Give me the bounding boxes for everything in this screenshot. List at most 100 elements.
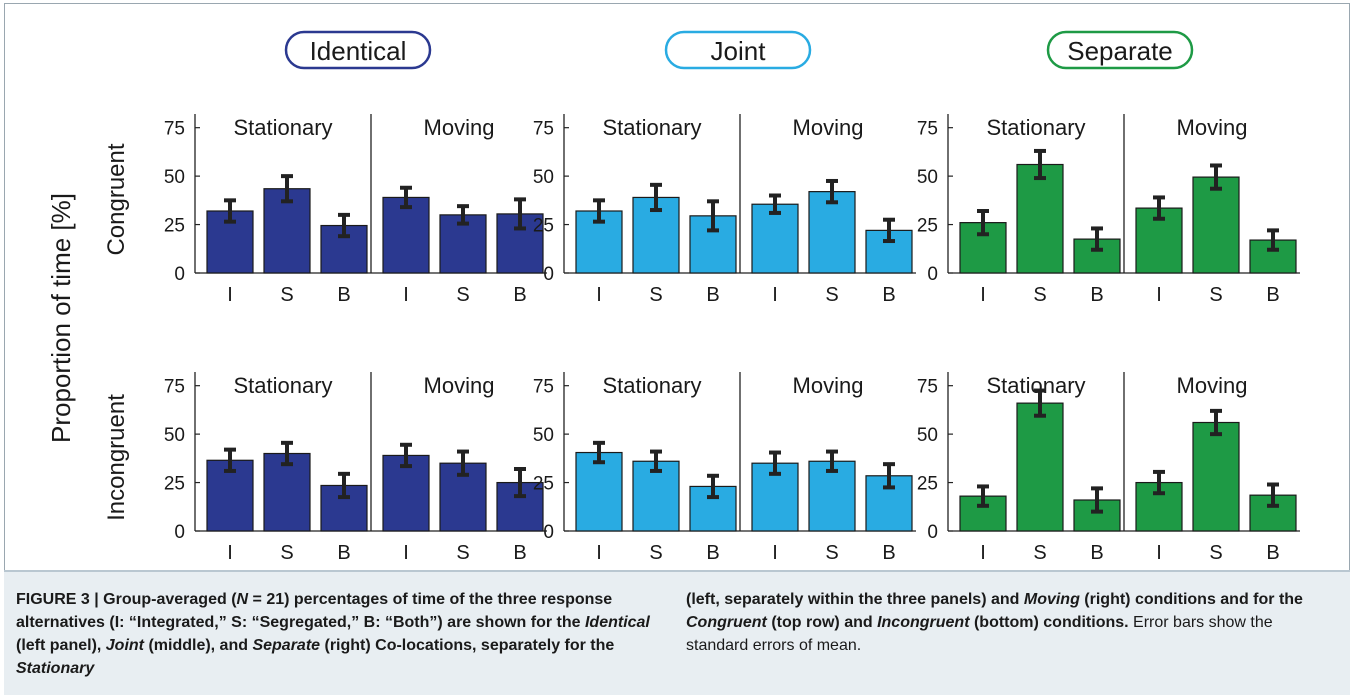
identical-incongruent-moving-xtick-label-i: I xyxy=(403,542,409,564)
panel-title-box-joint xyxy=(664,30,812,70)
joint-incongruent-moving-xtick-label-s: S xyxy=(825,542,838,564)
caption-bold-2: = 21) percentages of time of the three r… xyxy=(16,591,613,631)
panel-title-separate: Separate xyxy=(1067,36,1173,66)
identical-incongruent-stationary-ytick-label-50: 50 xyxy=(164,425,185,446)
caption-bold-8: (top row) and xyxy=(766,614,878,631)
separate-incongruent-moving-xtick-label-s: S xyxy=(1209,542,1222,564)
joint-incongruent-stationary-ytick-label-75: 75 xyxy=(533,377,554,398)
identical-congruent-stationary-xtick-label-i: I xyxy=(227,284,233,306)
caption-bold-5: (right) Co-locations, separately for the xyxy=(320,637,615,654)
caption-bold-6: (left, separately within the three panel… xyxy=(686,591,1024,608)
separate-congruent-moving-xtick-label-s: S xyxy=(1209,284,1222,306)
caption-bold-9: (bottom) conditions. xyxy=(969,614,1129,631)
separate-incongruent-moving-xtick-label-b: B xyxy=(1266,542,1279,564)
identical-incongruent-stationary-xtick-label-i: I xyxy=(227,542,233,564)
identical-incongruent-stationary-ytick-label-0: 0 xyxy=(174,522,185,543)
identical-incongruent-stationary-ytick-label-75: 75 xyxy=(164,377,185,398)
identical-incongruent-stationary-bar-s xyxy=(263,452,311,532)
joint-congruent-stationary-xtick-label-b: B xyxy=(706,284,719,306)
panel-title-box-separate xyxy=(1046,30,1194,70)
separate-incongruent-stationary-ytick-label-25: 25 xyxy=(917,474,938,495)
joint-congruent-moving-title: Moving xyxy=(793,115,864,140)
separate-congruent-moving-title: Moving xyxy=(1177,115,1248,140)
joint-incongruent-stationary-xtick-label-b: B xyxy=(706,542,719,564)
separate-congruent-stationary-xtick-label-b: B xyxy=(1090,284,1103,306)
separate-congruent-stationary-bar-s xyxy=(1016,163,1064,274)
separate-congruent-stationary-ytick-label-50: 50 xyxy=(917,167,938,188)
caption-bold-3: (left panel), xyxy=(16,637,106,654)
separate-congruent-moving-bar-s xyxy=(1192,176,1240,274)
identical-congruent-stationary-xtick-label-s: S xyxy=(280,284,293,306)
joint-congruent-stationary-ytick-label-75: 75 xyxy=(533,119,554,140)
figure-chart: Identical Joint Separate Proportion of time… xyxy=(46,30,1300,564)
joint-incongruent-stationary-title: Stationary xyxy=(602,373,701,398)
row-label-congruent: Congruent xyxy=(103,143,130,255)
identical-congruent-stationary-ytick-label-0: 0 xyxy=(174,264,185,285)
separate-congruent-stationary-xtick-label-i: I xyxy=(980,284,986,306)
joint-congruent-moving-xtick-label-i: I xyxy=(772,284,778,306)
caption-n: N xyxy=(236,591,249,608)
separate-incongruent-stationary-ytick-label-50: 50 xyxy=(917,425,938,446)
identical-incongruent-stationary-xtick-label-b: B xyxy=(337,542,350,564)
identical-incongruent-stationary-title: Stationary xyxy=(233,373,332,398)
identical-incongruent-moving-xtick-label-s: S xyxy=(456,542,469,564)
separate-congruent-stationary-ytick-label-75: 75 xyxy=(917,119,938,140)
separate-congruent-moving-xtick-label-b: B xyxy=(1266,284,1279,306)
identical-congruent-moving-title: Moving xyxy=(424,115,495,140)
joint-incongruent-moving-xtick-label-b: B xyxy=(882,542,895,564)
separate-congruent-stationary-ytick-label-25: 25 xyxy=(917,216,938,237)
caption-separate: Separate xyxy=(252,637,321,654)
identical-incongruent-moving-title: Moving xyxy=(424,373,495,398)
joint-incongruent-stationary-bar-i xyxy=(575,451,623,532)
caption-stationary: Stationary xyxy=(16,660,95,677)
caption-incongruent: Incongruent xyxy=(877,614,970,631)
caption-label: FIGURE 3 | xyxy=(16,591,104,608)
identical-congruent-moving-xtick-label-i: I xyxy=(403,284,409,306)
row-label-incongruent: Incongruent xyxy=(103,394,130,521)
separate-incongruent-moving-bar-s xyxy=(1192,421,1240,532)
joint-incongruent-moving-xtick-label-i: I xyxy=(772,542,778,564)
identical-incongruent-stationary-xtick-label-s: S xyxy=(280,542,293,564)
joint-congruent-moving-bar-s xyxy=(808,191,856,274)
joint-congruent-stationary-ytick-label-50: 50 xyxy=(533,167,554,188)
joint-incongruent-stationary-xtick-label-i: I xyxy=(596,542,602,564)
identical-congruent-stationary-xtick-label-b: B xyxy=(337,284,350,306)
caption-right-column: (left, separately within the three panel… xyxy=(686,588,1336,657)
joint-congruent-stationary-ytick-label-0: 0 xyxy=(543,264,554,285)
separate-incongruent-stationary-xtick-label-s: S xyxy=(1033,542,1046,564)
joint-incongruent-moving-title: Moving xyxy=(793,373,864,398)
caption-bold-4: (middle), and xyxy=(144,637,253,654)
identical-congruent-stationary-title: Stationary xyxy=(233,115,332,140)
joint-congruent-moving-bar-i xyxy=(751,203,799,274)
figure-caption: FIGURE 3 | Group-averaged (N = 21) perce… xyxy=(4,570,1350,695)
joint-congruent-stationary-xtick-label-s: S xyxy=(649,284,662,306)
joint-congruent-moving-xtick-label-s: S xyxy=(825,284,838,306)
identical-congruent-moving-xtick-label-s: S xyxy=(456,284,469,306)
separate-congruent-stationary-title: Stationary xyxy=(986,115,1085,140)
caption-joint: Joint xyxy=(105,637,144,654)
separate-congruent-moving-xtick-label-i: I xyxy=(1156,284,1162,306)
separate-incongruent-stationary-title: Stationary xyxy=(986,373,1085,398)
caption-identical: Identical xyxy=(584,614,650,631)
identical-congruent-moving-bar-i xyxy=(382,196,430,274)
y-axis-label: Proportion of time [%] xyxy=(46,193,76,443)
identical-congruent-stationary-ytick-label-25: 25 xyxy=(164,216,185,237)
identical-incongruent-moving-xtick-label-b: B xyxy=(513,542,526,564)
separate-congruent-stationary-xtick-label-s: S xyxy=(1033,284,1046,306)
identical-congruent-stationary-ytick-label-50: 50 xyxy=(164,167,185,188)
separate-incongruent-moving-xtick-label-i: I xyxy=(1156,542,1162,564)
caption-bold-1: Group-averaged ( xyxy=(103,591,237,608)
joint-incongruent-stationary-ytick-label-0: 0 xyxy=(543,522,554,543)
joint-incongruent-stationary-ytick-label-25: 25 xyxy=(533,474,554,495)
separate-incongruent-moving-bar-i xyxy=(1135,481,1183,532)
caption-moving: Moving xyxy=(1023,591,1080,608)
caption-left-column: FIGURE 3 | Group-averaged (N = 21) perce… xyxy=(16,588,656,680)
identical-incongruent-stationary-ytick-label-25: 25 xyxy=(164,474,185,495)
panel-title-identical: Identical xyxy=(310,36,407,66)
separate-congruent-stationary-ytick-label-0: 0 xyxy=(927,264,938,285)
caption-congruent: Congruent xyxy=(686,614,767,631)
separate-incongruent-stationary-xtick-label-i: I xyxy=(980,542,986,564)
joint-congruent-stationary-ytick-label-25: 25 xyxy=(533,216,554,237)
separate-incongruent-stationary-bar-s xyxy=(1016,402,1064,532)
identical-congruent-stationary-ytick-label-75: 75 xyxy=(164,119,185,140)
